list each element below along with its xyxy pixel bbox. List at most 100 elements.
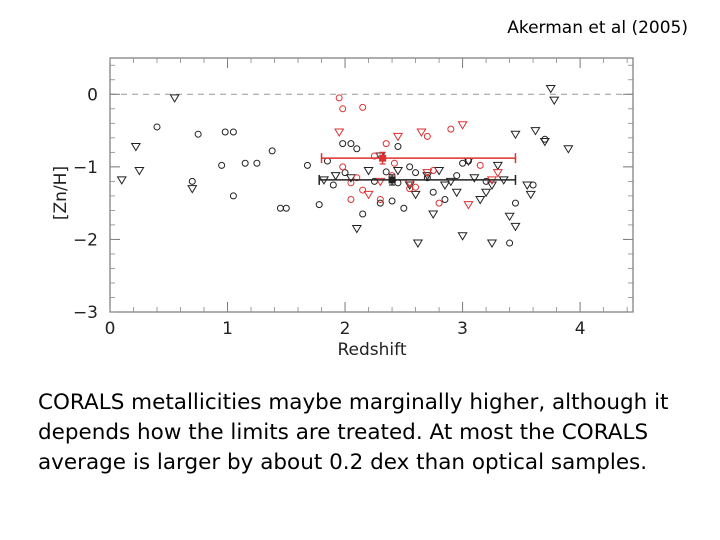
data-point-circle (412, 169, 420, 177)
axis-ticks (109, 58, 633, 313)
plot-frame (109, 57, 634, 313)
data-point-circle (511, 199, 519, 207)
data-point-triangle (422, 169, 433, 178)
data-point-triangle (375, 177, 386, 187)
x-tick-label: 1 (222, 319, 233, 339)
data-point-triangle (530, 127, 541, 136)
y-tick-label: −3 (73, 303, 98, 323)
data-point-circle (394, 143, 402, 151)
data-point-circle (359, 103, 367, 111)
data-point-triangle (504, 212, 515, 222)
data-point-circle (315, 201, 323, 209)
data-point-circle (353, 145, 361, 153)
data-point-circle (218, 161, 226, 169)
y-tick-label: 0 (87, 85, 98, 105)
data-point-triangle (392, 132, 404, 142)
x-tick-label: 4 (575, 319, 586, 339)
data-point-triangle (545, 84, 556, 94)
data-point-triangle (428, 210, 439, 220)
data-point-triangle (457, 232, 468, 241)
data-point-circle (339, 163, 347, 171)
data-point-circle (406, 163, 414, 171)
data-point-triangle (330, 172, 341, 181)
data-point-triangle (525, 190, 536, 200)
data-point-circle (459, 159, 467, 167)
data-point-triangle (492, 169, 503, 178)
data-point-triangle (433, 166, 445, 176)
data-point-triangle (392, 166, 404, 176)
data-point-circle (303, 161, 311, 169)
data-point-circle (221, 128, 229, 136)
data-point-triangle (492, 161, 503, 171)
data-points (116, 84, 574, 249)
data-point-circle (253, 159, 261, 167)
data-point-circle (370, 152, 378, 160)
data-point-triangle (410, 190, 421, 200)
data-point-circle (229, 192, 237, 200)
zn-h-vs-redshift-chart: 0 1 2 3 4 0 −1 −2 −3 Redshift [Zn/H] (51, 57, 634, 360)
data-point-circle (435, 199, 443, 207)
data-point-circle (429, 188, 437, 196)
data-point-circle (359, 186, 367, 194)
data-point-circle (339, 140, 347, 148)
data-point-triangle (522, 181, 533, 190)
data-point-circle (229, 128, 237, 136)
average-marker (379, 154, 387, 162)
data-point-triangle (116, 176, 127, 185)
data-point-circle (476, 161, 484, 169)
data-point-triangle (463, 201, 474, 210)
data-point-circle (388, 197, 396, 205)
data-point-circle (423, 132, 431, 140)
data-point-circle (412, 183, 420, 191)
data-point-circle (453, 172, 461, 180)
data-point-circle (335, 94, 343, 102)
y-tick-labels: 0 −1 −2 −3 (73, 85, 98, 323)
data-point-circle (394, 179, 402, 187)
data-point-triangle (334, 128, 345, 137)
data-point-triangle (469, 174, 480, 183)
data-point-circle (347, 179, 355, 187)
data-point-circle (447, 125, 455, 133)
data-point-triangle (130, 143, 141, 152)
x-tick-labels: 0 1 2 3 4 (105, 319, 586, 339)
data-point-triangle (134, 166, 145, 176)
data-point-circle (347, 196, 355, 204)
data-point-triangle (481, 188, 492, 198)
data-point-triangle (510, 222, 521, 232)
data-point-triangle (457, 121, 468, 130)
data-point-triangle (169, 94, 180, 103)
data-point-triangle (510, 130, 521, 140)
y-tick-label: −2 (73, 230, 98, 250)
data-point-circle (347, 140, 355, 148)
data-point-circle (359, 210, 367, 218)
data-point-triangle (351, 225, 362, 234)
data-point-circle (194, 130, 202, 138)
average-markers (318, 151, 517, 186)
x-tick-label: 2 (340, 319, 351, 339)
data-point-triangle (475, 196, 486, 205)
data-point-circle (376, 199, 384, 207)
x-axis-title: Redshift (337, 340, 406, 360)
data-point-triangle (345, 174, 357, 183)
data-point-circle (323, 157, 331, 165)
average-marker (388, 176, 396, 184)
data-point-triangle (539, 137, 550, 147)
data-point-triangle (549, 96, 560, 106)
data-point-triangle (486, 181, 498, 190)
caption-text: CORALS metallicities maybe marginally hi… (38, 390, 669, 475)
data-point-triangle (404, 181, 415, 190)
citation: Akerman et al (2005) (507, 18, 688, 38)
data-point-triangle (363, 166, 374, 176)
y-tick-label: −1 (73, 158, 98, 178)
data-point-circle (341, 169, 349, 177)
data-point-circle (429, 166, 437, 174)
data-point-circle (541, 135, 549, 143)
data-point-circle (276, 204, 284, 212)
y-axis-title: [Zn/H] (51, 166, 71, 220)
data-point-circle (188, 177, 196, 185)
data-point-circle (382, 140, 390, 148)
data-point-circle (390, 159, 398, 167)
data-point-circle (339, 105, 347, 113)
data-point-circle (241, 159, 249, 167)
data-point-circle (400, 204, 408, 212)
